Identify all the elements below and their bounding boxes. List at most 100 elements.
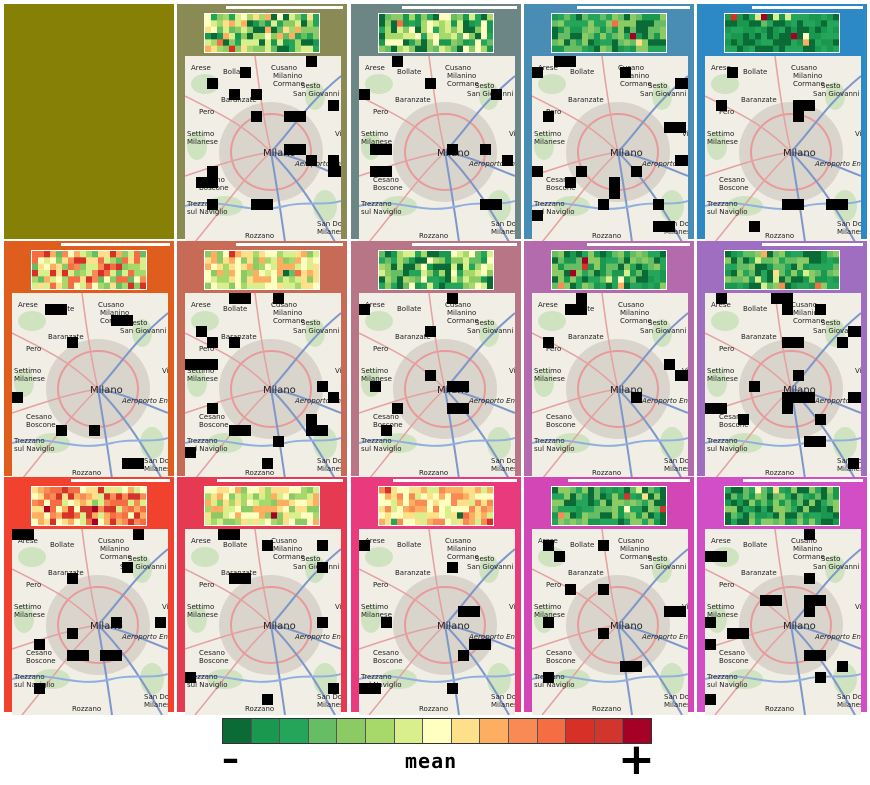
road xyxy=(774,529,792,626)
map-label: Arese xyxy=(191,301,211,309)
heat-cell xyxy=(259,45,266,52)
heat-cell xyxy=(648,45,655,52)
heat-cell xyxy=(277,282,284,289)
map-label: Vimo xyxy=(509,130,515,138)
panel-r1-c1 xyxy=(4,4,174,239)
heat-cell xyxy=(821,487,828,494)
heat-cell xyxy=(773,33,780,40)
heat-cell xyxy=(116,270,123,277)
heat-cell xyxy=(421,39,428,46)
heat-cell xyxy=(241,512,248,519)
heat-cell xyxy=(582,493,589,500)
heat-cell xyxy=(307,257,314,264)
map-label: Milano xyxy=(783,385,816,396)
heat-cell xyxy=(642,26,649,34)
heat-cell xyxy=(827,512,834,519)
road xyxy=(254,293,272,390)
heat-cell xyxy=(463,14,470,21)
small-multiples-grid: AreseBollateCusanoMilaninoCormanoBaranza… xyxy=(4,4,867,715)
heat-cell xyxy=(247,263,254,271)
map-label: Cesano xyxy=(373,413,399,421)
map-label: Cormano xyxy=(793,553,825,561)
heat-cell xyxy=(271,14,278,21)
heat-cell xyxy=(205,33,212,40)
heat-cell xyxy=(98,263,105,271)
heat-cell xyxy=(451,14,458,21)
heat-cell xyxy=(205,518,212,525)
heat-cell xyxy=(487,518,493,525)
map-label: Milanese xyxy=(317,465,341,473)
map-label: Bollate xyxy=(397,541,421,549)
heat-cell xyxy=(253,263,260,271)
missing-data-block xyxy=(532,166,543,177)
heat-cell xyxy=(409,26,416,34)
heat-cell xyxy=(785,20,792,27)
map-label: Rozzano xyxy=(419,469,448,477)
heat-cell xyxy=(56,487,63,494)
map-label: Vimo xyxy=(162,603,168,611)
park-area xyxy=(554,433,590,453)
heat-cell xyxy=(809,506,816,513)
map-label: San Donato xyxy=(837,693,861,701)
heat-cell xyxy=(110,276,117,283)
heat-cell xyxy=(588,14,595,21)
heat-cell xyxy=(265,499,272,507)
heat-cell xyxy=(271,276,278,283)
heat-cell xyxy=(612,499,619,507)
map-label: Vimo xyxy=(509,367,515,375)
heat-cell xyxy=(767,33,774,40)
heat-cell xyxy=(576,506,583,513)
heat-cell xyxy=(259,257,266,264)
heat-cell xyxy=(104,493,111,500)
heat-cell xyxy=(295,45,302,52)
map-label: Pero xyxy=(373,108,388,116)
map-label: sul Naviglio xyxy=(361,445,401,453)
heat-cell xyxy=(594,518,601,525)
heat-cell xyxy=(552,251,559,258)
map-label: Baranzate xyxy=(741,333,777,341)
heat-cell xyxy=(743,14,750,21)
heat-cell xyxy=(68,518,75,525)
heat-cell xyxy=(570,45,577,52)
map-label: Trezzano xyxy=(706,437,738,445)
road xyxy=(359,151,446,177)
heat-cell xyxy=(731,499,738,507)
map-label: Milanese xyxy=(187,611,218,619)
heat-cell xyxy=(56,251,63,258)
heat-cell xyxy=(564,39,571,46)
heat-cell xyxy=(618,251,625,258)
heat-cell xyxy=(205,20,212,27)
heat-cell xyxy=(445,263,452,271)
heat-cell xyxy=(122,493,129,500)
heat-cell xyxy=(833,512,839,519)
heat-cell xyxy=(134,506,141,513)
heat-cell xyxy=(289,270,296,277)
heat-cell xyxy=(104,487,111,494)
heatmap-thumbnail xyxy=(724,13,840,53)
heat-cell xyxy=(421,499,428,507)
heat-cell xyxy=(660,263,666,271)
heat-cell xyxy=(803,39,810,46)
heat-cell xyxy=(570,499,577,507)
heat-cell xyxy=(827,499,834,507)
map-label: Milanese xyxy=(707,138,738,146)
heat-cell xyxy=(403,14,410,21)
heat-cell xyxy=(50,257,57,264)
heat-cell xyxy=(451,251,458,258)
heat-cell xyxy=(451,45,458,52)
heat-cell xyxy=(259,14,266,21)
heat-cell xyxy=(80,518,87,525)
panel-top-line xyxy=(743,479,863,482)
missing-data-block xyxy=(620,67,631,78)
map-label: Pero xyxy=(719,345,734,353)
heat-cell xyxy=(229,276,236,283)
park-area xyxy=(727,433,763,453)
map-label: Aeroporto Enrico xyxy=(814,160,861,168)
heat-cell xyxy=(427,263,434,271)
heat-cell xyxy=(409,487,416,494)
map-label: Sesto xyxy=(128,319,147,327)
heat-cell xyxy=(600,512,607,519)
missing-data-block xyxy=(359,304,370,315)
missing-data-block xyxy=(425,326,436,337)
heat-cell xyxy=(421,518,428,525)
